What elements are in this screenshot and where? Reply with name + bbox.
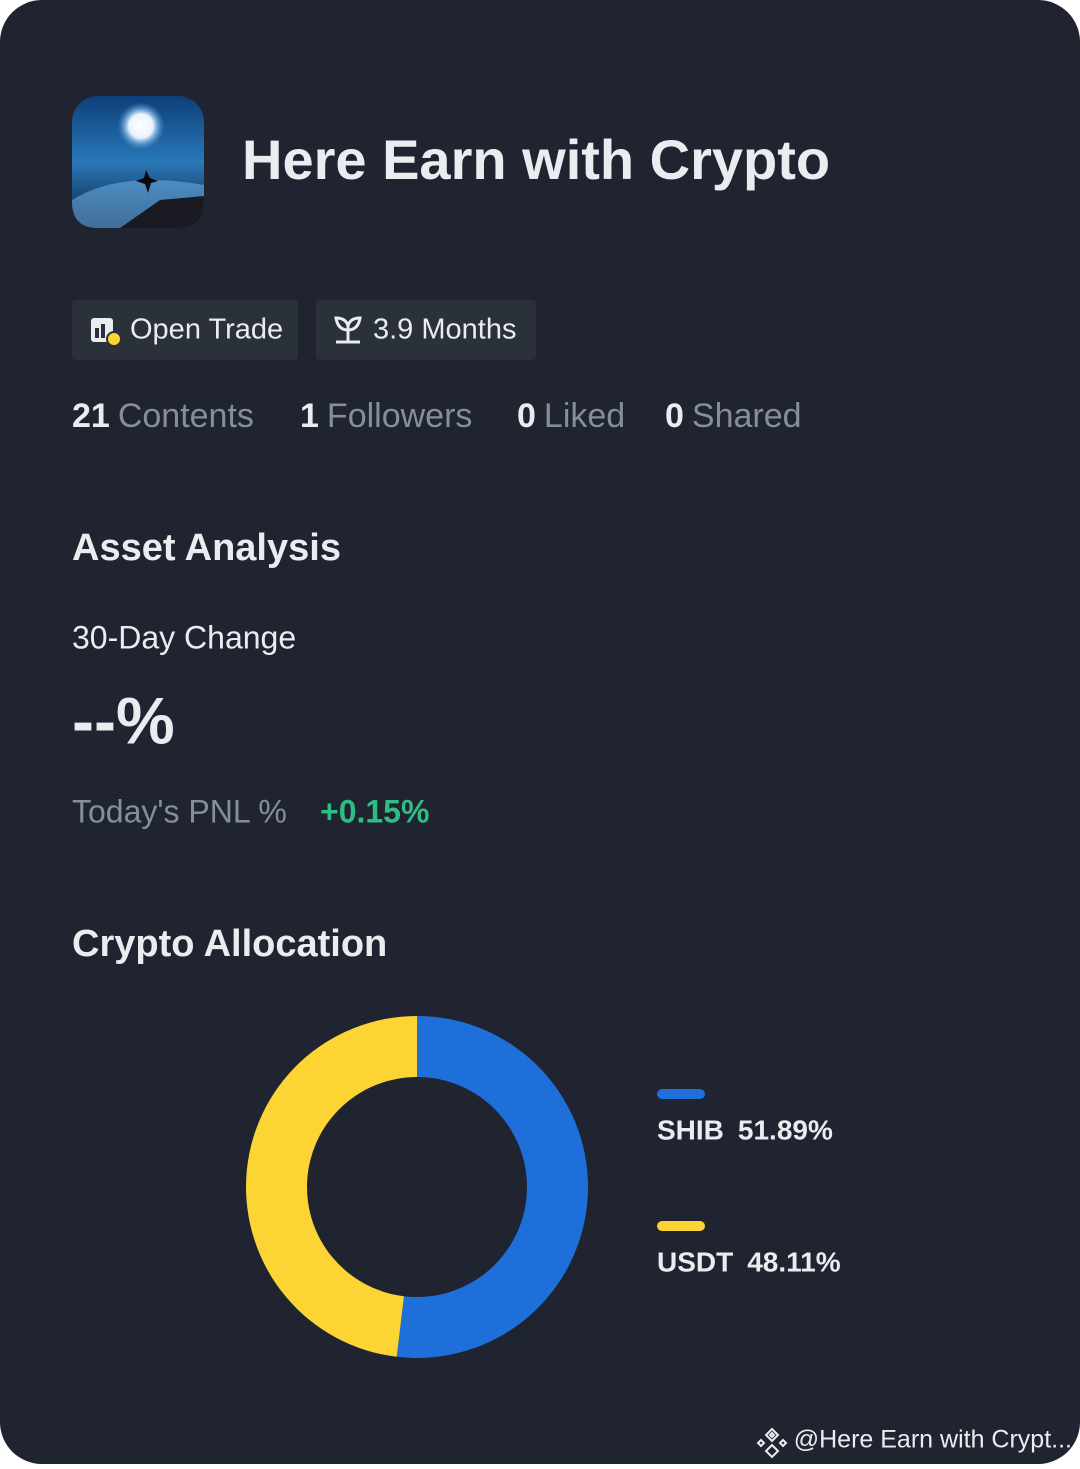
change-value: --% xyxy=(72,683,175,757)
chart-title: Crypto Allocation xyxy=(72,923,387,965)
watermark-text: @Here Earn with Crypt... xyxy=(794,1426,1072,1454)
stat-label: Contents xyxy=(118,397,254,435)
stat-count: 0 xyxy=(517,397,536,435)
legend-value: 48.11% xyxy=(747,1246,841,1277)
stats-row: 21 Contents 1 Followers 0 Liked 0 Shared xyxy=(72,397,802,435)
stat-label: Followers xyxy=(327,397,472,435)
change-label: 30-Day Change xyxy=(72,619,296,655)
badge-label: 3.9 Months xyxy=(373,314,516,346)
legend-swatch xyxy=(657,1089,705,1099)
stat-count: 1 xyxy=(300,397,319,435)
donut-chart: SHIB 51.89% USDT 48.11% xyxy=(246,1016,841,1358)
avatar[interactable] xyxy=(72,96,204,228)
donut-segment xyxy=(396,1016,589,1358)
badge-open-trade: Open Trade xyxy=(72,300,298,360)
legend-name: SHIB xyxy=(657,1114,724,1145)
pnl-label: Today's PNL % xyxy=(72,793,287,829)
stat-label: Liked xyxy=(544,397,625,435)
section-title: Asset Analysis xyxy=(72,527,341,569)
donut-segment xyxy=(246,1016,417,1357)
pnl-value: +0.15% xyxy=(320,793,429,829)
legend-name: USDT xyxy=(657,1246,733,1277)
profile-name: Here Earn with Crypto xyxy=(242,128,830,191)
stat-label: Shared xyxy=(692,397,802,435)
legend-value: 51.89% xyxy=(738,1114,833,1145)
legend-swatch xyxy=(657,1221,705,1231)
stat-count: 0 xyxy=(665,397,684,435)
badge-label: Open Trade xyxy=(130,314,283,346)
badge-tenure: 3.9 Months xyxy=(316,300,536,360)
watermark: @Here Earn with Crypt... xyxy=(756,1426,1072,1459)
stat-count: 21 xyxy=(72,397,110,435)
